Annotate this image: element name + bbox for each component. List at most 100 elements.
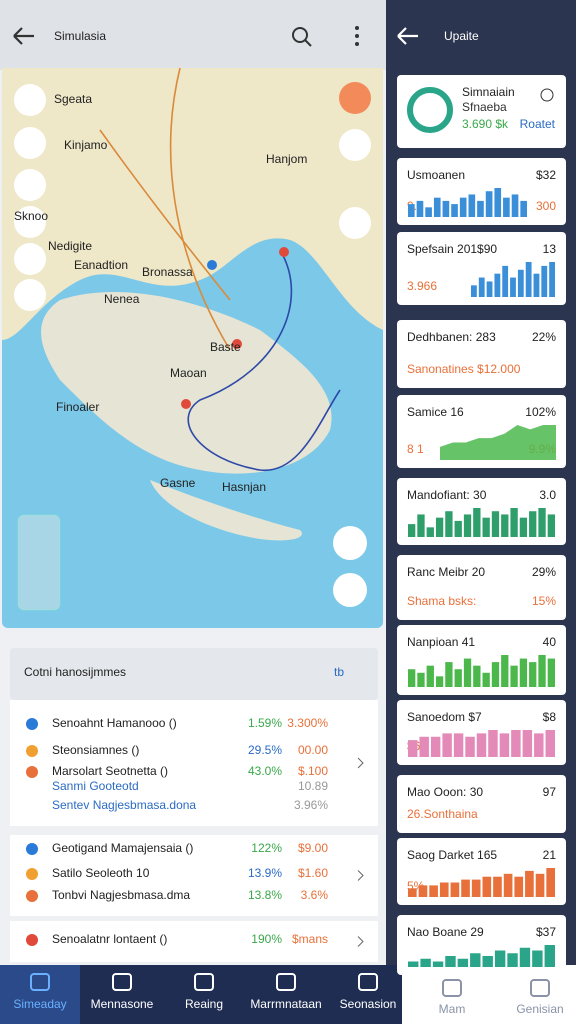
stat-card[interactable] (397, 555, 566, 620)
bar (514, 876, 524, 897)
bar (439, 882, 449, 897)
stat-card[interactable] (397, 775, 566, 833)
bar (502, 265, 509, 297)
bar (494, 273, 501, 297)
map-label: Eanadtion (74, 258, 128, 272)
bar (442, 200, 450, 217)
card-value: $37 (536, 925, 556, 939)
chevron[interactable] (357, 870, 364, 881)
bar (519, 517, 528, 537)
bar (445, 662, 453, 687)
nav-icon[interactable] (358, 973, 378, 991)
card-title: Samice 16 (407, 405, 464, 419)
bar (507, 953, 518, 967)
stat-card[interactable] (397, 320, 566, 388)
bar (525, 262, 532, 297)
bar (532, 950, 543, 967)
nav-icon[interactable] (442, 979, 462, 997)
nav-label[interactable]: Mennasone (91, 997, 154, 1011)
map-label: Nenea (104, 292, 140, 306)
row-label: Satilo Seoleoth 10 (52, 866, 150, 880)
bar (547, 658, 555, 687)
map-label: Bronassa (142, 265, 193, 279)
bar (503, 873, 513, 897)
bar (416, 200, 424, 217)
nav-icon[interactable] (112, 973, 132, 991)
bar (463, 658, 472, 687)
map-label: Sknoo (14, 209, 48, 223)
chevron[interactable] (357, 936, 364, 947)
map-label: Baste (210, 340, 241, 354)
title: Simulasia (54, 29, 106, 43)
nav-label[interactable]: Marrmnataan (250, 997, 321, 1011)
bar (511, 194, 519, 217)
card-extra: Roatet (520, 117, 556, 131)
card-icon (540, 88, 554, 102)
map-label: Nedigite (48, 239, 92, 253)
card-value: 29% (532, 565, 556, 579)
bar (476, 733, 487, 757)
card-value: 22% (532, 330, 556, 344)
bar (482, 672, 490, 687)
bar (430, 736, 441, 757)
bar (519, 947, 531, 967)
back-button[interactable] (397, 27, 418, 45)
card-title: Ranc Meibr 20 (407, 565, 485, 579)
bar (541, 265, 548, 297)
bar (529, 511, 537, 537)
stat-card[interactable] (397, 838, 566, 905)
nav-icon[interactable] (530, 979, 550, 997)
nav-label[interactable]: Seonasion (340, 997, 397, 1011)
map (2, 67, 383, 628)
chevron[interactable] (357, 757, 364, 769)
bar (517, 269, 524, 297)
search-button[interactable] (292, 27, 312, 47)
row-label: Senoalatnr lontaent () (52, 932, 167, 946)
bar (491, 511, 500, 537)
bar (493, 876, 502, 897)
map-label: Sgeata (54, 92, 92, 106)
menu-button[interactable] (355, 26, 359, 46)
bar (468, 194, 476, 217)
status-dot (26, 890, 38, 902)
bar (408, 669, 416, 687)
bar (442, 733, 452, 757)
list-title: Cotni hanosijmmes (24, 665, 126, 679)
card-icon (407, 87, 453, 133)
nav-icon[interactable] (276, 973, 296, 991)
list-action[interactable]: tb (334, 665, 344, 679)
map-label: Hanjom (266, 152, 307, 166)
card-title: Saog Darket 165 (407, 848, 497, 862)
card-value: $32 (536, 168, 556, 182)
nav-label[interactable]: Mam (439, 1002, 466, 1016)
bar (408, 740, 418, 757)
card-note: 26.Sonthaina (407, 807, 478, 821)
row-amount: $1.60 (298, 866, 328, 880)
status-dot (26, 934, 38, 946)
nav-icon[interactable] (194, 973, 214, 991)
bar (482, 956, 493, 967)
row-amount: $.100 (298, 764, 328, 778)
bar (510, 508, 518, 537)
nav-icon[interactable] (30, 973, 50, 991)
nav-label[interactable]: Genisian (516, 1002, 563, 1016)
row-label: Sanmi Gooteotd (52, 779, 139, 793)
bar (408, 888, 417, 897)
status-dot (26, 718, 38, 730)
bar (433, 197, 441, 217)
card-badge: 3.690 $k (462, 117, 509, 131)
bar (418, 885, 428, 897)
back-button[interactable] (13, 27, 34, 45)
card-note: Shama bsks: (407, 594, 476, 608)
nav-label[interactable]: Reaing (185, 997, 223, 1011)
bar (429, 885, 438, 897)
stat-card[interactable] (397, 232, 566, 305)
title: Upaite (444, 29, 479, 43)
nav-label[interactable]: Simeaday (13, 997, 66, 1011)
card-value: $8 (543, 710, 557, 724)
card-title: Usmoanen (407, 168, 465, 182)
bar (408, 204, 415, 217)
bar (445, 956, 456, 967)
bar (510, 277, 516, 297)
card-note: 8 1 (407, 442, 424, 456)
